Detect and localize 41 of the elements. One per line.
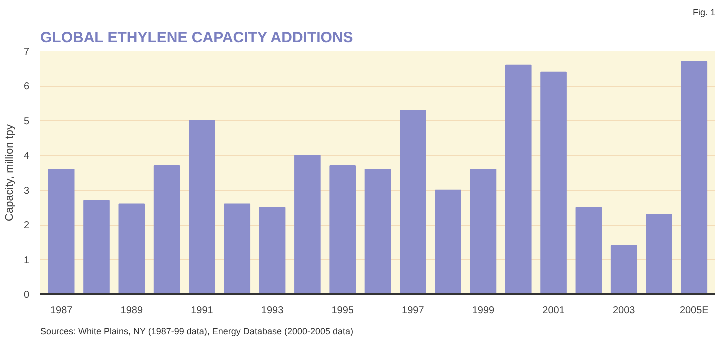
bar (259, 207, 286, 294)
x-tick-label: 1991 (191, 306, 214, 316)
y-tick-label: 1 (24, 255, 30, 266)
y-axis-title: Capacity, million tpy (4, 124, 16, 222)
bar (540, 72, 567, 294)
y-tick-label: 3 (24, 186, 30, 197)
chart-title: GLOBAL ETHYLENE CAPACITY ADDITIONS (40, 30, 354, 46)
bar (435, 190, 462, 294)
y-tick-label: 4 (24, 151, 30, 162)
x-tick-label: 2003 (612, 306, 636, 316)
y-tick-label: 7 (24, 47, 30, 58)
bar (118, 204, 146, 294)
bar (646, 214, 672, 294)
bar (154, 166, 180, 294)
y-tick-label: 5 (24, 116, 30, 128)
bar (400, 110, 426, 294)
bar (189, 120, 216, 294)
caption: Fig. 1 (692, 8, 716, 18)
bar (470, 169, 497, 294)
bar (48, 169, 75, 294)
y-tick-label: 2 (24, 220, 30, 232)
x-tick-label: 1989 (120, 306, 144, 316)
x-tick-label: 2001 (542, 306, 566, 316)
x-tick-label: 1995 (332, 306, 354, 316)
bar (681, 61, 708, 294)
bar (576, 207, 602, 294)
x-tick-label: 2005E (680, 306, 710, 316)
y-tick-label: 0 (24, 290, 30, 301)
bar (505, 64, 532, 294)
bar (84, 200, 110, 294)
bar (224, 204, 251, 294)
bar (610, 245, 638, 294)
x-tick-label: 1997 (402, 306, 425, 316)
source-note: Sources: White Plains, NY (1987-99 data), Energy Database (2000-2005 data) (40, 326, 354, 336)
x-tick-label: 1993 (261, 306, 284, 316)
y-tick-label: 6 (24, 82, 30, 93)
bar (294, 155, 321, 294)
x-tick-label: 1987 (50, 306, 74, 316)
bar (330, 166, 356, 294)
bar (364, 169, 392, 294)
x-tick-label: 1999 (472, 306, 496, 316)
